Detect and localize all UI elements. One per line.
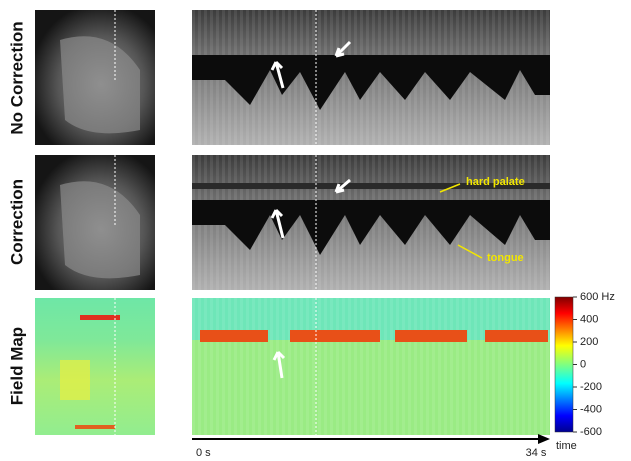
time-tick-label: 0 s — [196, 447, 211, 459]
colorbar-tick-label: -400 — [580, 403, 602, 415]
time-axis-label: time — [556, 440, 577, 452]
time-tick-label: 34 s — [526, 447, 547, 459]
colorbar-tick-label: -600 — [580, 426, 602, 438]
colorbar — [554, 296, 574, 433]
colorbar-tick-label: 0 — [580, 358, 586, 370]
field-map-image — [35, 298, 155, 435]
colorbar-tick-label: 400 — [580, 313, 598, 325]
row-label: Correction — [7, 179, 26, 265]
annotation: hard palate — [466, 176, 525, 188]
sagittal-image — [35, 10, 155, 145]
row-label: No Correction — [7, 21, 26, 134]
row-label: Field Map — [7, 327, 26, 405]
sagittal-image — [35, 155, 155, 290]
colorbar-tick-label: -200 — [580, 381, 602, 393]
time-image — [192, 155, 550, 290]
time-image — [192, 10, 550, 145]
colorbar-tick-label: 600 Hz — [580, 291, 615, 303]
colorbar-tick-label: 200 — [580, 336, 598, 348]
annotation: tongue — [487, 252, 524, 264]
field-map-time-image — [192, 298, 550, 435]
time-arrow — [538, 434, 550, 444]
